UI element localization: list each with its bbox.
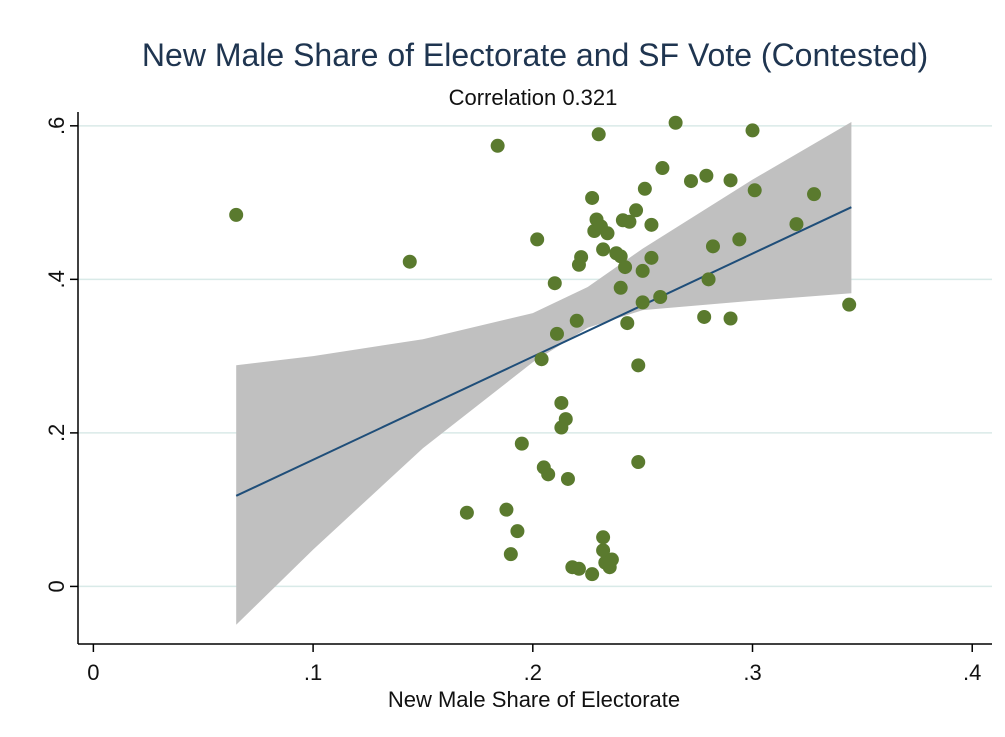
data-point-27 xyxy=(591,127,606,142)
fit-line xyxy=(235,206,852,497)
data-point-50 xyxy=(644,250,659,265)
data-point-37 xyxy=(613,249,628,264)
data-point-64 xyxy=(789,217,804,232)
x-tick-label-2: .2 xyxy=(524,660,542,685)
data-point-58 xyxy=(705,239,720,254)
y-tick-label-2: .4 xyxy=(44,270,69,288)
data-point-61 xyxy=(732,232,747,247)
data-point-7 xyxy=(514,436,529,451)
data-point-35 xyxy=(604,552,619,567)
data-point-43 xyxy=(629,203,644,218)
data-point-48 xyxy=(637,181,652,196)
data-point-21 xyxy=(571,561,586,576)
tick-labels: 0 .1 .2 .3 .4 0 .2 .4 .6 xyxy=(44,117,981,685)
data-point-8 xyxy=(530,232,545,247)
data-point-23 xyxy=(585,190,600,205)
data-point-57 xyxy=(701,272,716,287)
data-point-4 xyxy=(499,502,514,517)
data-point-55 xyxy=(697,309,712,324)
data-point-11 xyxy=(541,467,556,482)
data-point-63 xyxy=(747,183,762,198)
data-point-53 xyxy=(668,115,683,130)
x-tick-label-1: .1 xyxy=(304,660,322,685)
data-point-2 xyxy=(459,505,474,520)
data-points xyxy=(229,115,857,582)
data-point-1 xyxy=(402,254,417,269)
data-point-62 xyxy=(745,123,760,138)
y-tick-label-0: 0 xyxy=(44,580,69,592)
data-point-40 xyxy=(618,260,633,275)
data-point-30 xyxy=(596,530,611,545)
data-point-54 xyxy=(683,174,698,189)
axes xyxy=(70,112,992,652)
y-tick-label-1: .2 xyxy=(44,424,69,442)
data-point-5 xyxy=(503,547,518,562)
data-point-65 xyxy=(807,187,822,202)
gridlines xyxy=(78,125,992,588)
data-point-19 xyxy=(569,313,584,328)
data-point-46 xyxy=(635,295,650,310)
data-point-9 xyxy=(534,352,549,367)
data-point-44 xyxy=(631,358,646,373)
data-point-0 xyxy=(229,207,244,222)
data-point-66 xyxy=(842,297,857,312)
data-point-29 xyxy=(596,242,611,257)
data-point-17 xyxy=(560,471,575,486)
data-point-52 xyxy=(655,161,670,176)
chart-subtitle: Correlation 0.321 xyxy=(449,85,618,110)
data-point-22 xyxy=(574,250,589,265)
confidence-band xyxy=(236,122,852,625)
x-tick-label-0: 0 xyxy=(87,660,99,685)
data-point-49 xyxy=(644,217,659,232)
y-tick-label-3: .6 xyxy=(44,117,69,135)
data-point-14 xyxy=(554,395,569,410)
data-point-3 xyxy=(490,138,505,153)
x-axis-label: New Male Share of Electorate xyxy=(388,687,680,712)
data-point-60 xyxy=(723,173,738,188)
data-point-6 xyxy=(510,524,525,539)
data-point-12 xyxy=(547,276,562,291)
data-point-38 xyxy=(613,280,628,295)
data-point-51 xyxy=(653,290,668,305)
x-tick-label-3: .3 xyxy=(743,660,761,685)
data-point-59 xyxy=(723,311,738,326)
data-point-33 xyxy=(600,226,615,241)
data-point-13 xyxy=(549,326,564,341)
data-point-31 xyxy=(596,543,611,558)
data-point-41 xyxy=(620,316,635,331)
data-point-42 xyxy=(622,214,637,229)
data-point-24 xyxy=(585,567,600,582)
data-point-45 xyxy=(631,455,646,470)
chart-title: New Male Share of Electorate and SF Vote… xyxy=(142,37,928,73)
data-point-16 xyxy=(558,412,573,427)
data-point-56 xyxy=(699,168,714,183)
x-tick-label-4: .4 xyxy=(963,660,981,685)
data-point-47 xyxy=(635,263,650,278)
